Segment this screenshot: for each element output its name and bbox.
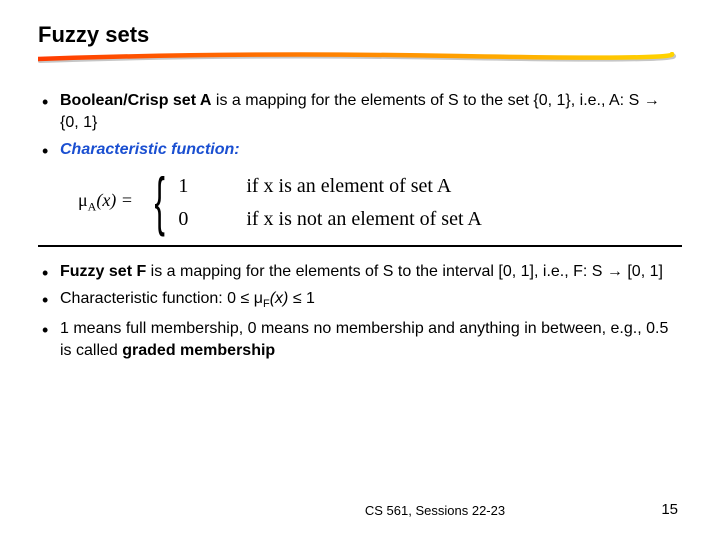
le-symbol-2: ≤ [293,290,302,307]
mu-subscript-f: F [263,299,270,311]
crisp-set-text-2: {0, 1} [60,114,97,131]
case-2-value: 0 [178,208,218,231]
bullet-char-fn-range: Characteristic function: 0 ≤ μF(x) ≤ 1 [38,288,682,312]
mu-expression: μA(x) = [78,190,133,215]
le-symbol-1: ≤ [241,290,250,307]
page-number: 15 [661,501,678,518]
bullet-char-fn: Characteristic function: [38,139,682,161]
cases-grid: 1 if x is an element of set A 0 if x is … [178,175,482,231]
char-fn-range-pre: Characteristic function: 0 [60,290,241,307]
slide: Fuzzy sets Boolean/Crisp set A is a mapp… [0,0,720,540]
arrow-icon: → [644,92,660,109]
mu-arg: (x) = [96,190,133,210]
fuzzy-set-text-2: [0, 1] [623,263,663,280]
section-divider [38,245,682,247]
slide-body: Boolean/Crisp set A is a mapping for the… [38,90,682,362]
char-fn-label: Characteristic function: [60,141,240,158]
mu-arg-2: (x) [270,290,293,307]
case-2-text: if x is not an element of set A [246,208,482,231]
fuzzy-set-text-1: is a mapping for the elements of S to th… [146,263,607,280]
graded-membership-label: graded membership [122,342,275,359]
mu-symbol-2: μ [249,290,263,307]
characteristic-function: μA(x) = { 1 if x is an element of set A … [78,175,682,231]
crisp-set-text-1: is a mapping for the elements of S to th… [211,92,643,109]
arrow-icon: → [607,263,623,280]
bullet-crisp-set: Boolean/Crisp set A is a mapping for the… [38,90,682,133]
case-1-text: if x is an element of set A [246,175,482,198]
mu-symbol: μ [78,190,88,210]
bullet-membership: 1 means full membership, 0 means no memb… [38,318,682,361]
slide-footer: CS 561, Sessions 22-23 [0,503,720,518]
fuzzy-set-label: Fuzzy set F [60,263,146,280]
course-label: CS 561, Sessions 22-23 [365,503,505,518]
bullet-list-top: Boolean/Crisp set A is a mapping for the… [38,90,682,161]
brace-icon: { [154,174,164,232]
char-fn-range-post: 1 [302,290,315,307]
slide-title: Fuzzy sets [38,22,682,48]
title-underline [38,52,682,66]
crisp-set-label: Boolean/Crisp set A [60,92,211,109]
title-block: Fuzzy sets [38,22,682,66]
bullet-list-bottom: Fuzzy set F is a mapping for the element… [38,261,682,362]
bullet-fuzzy-set: Fuzzy set F is a mapping for the element… [38,261,682,283]
case-1-value: 1 [178,175,218,198]
